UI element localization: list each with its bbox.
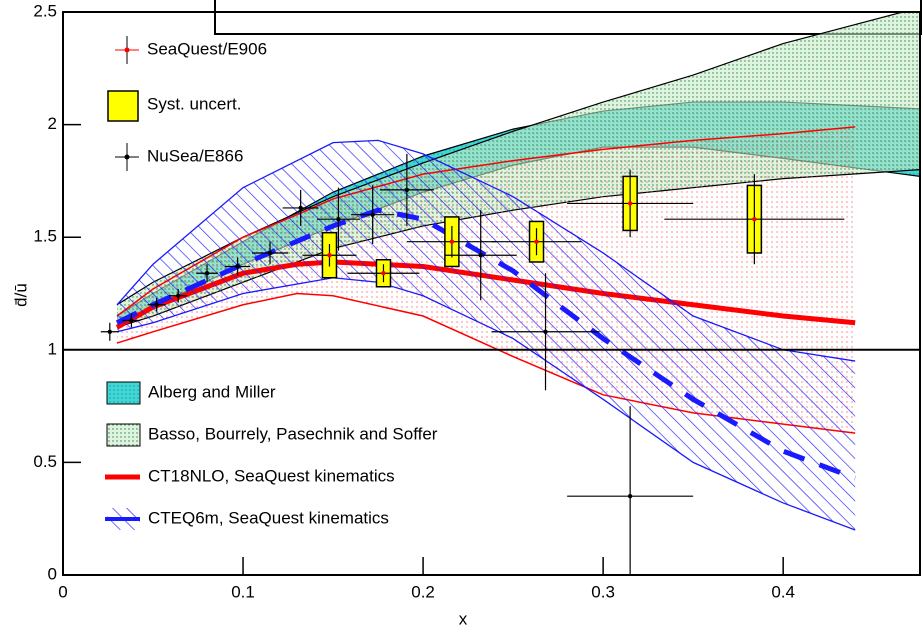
data-point bbox=[267, 250, 273, 256]
data-point bbox=[235, 264, 240, 269]
data-point bbox=[478, 253, 483, 258]
legend-label: NuSea/E866 bbox=[147, 146, 243, 165]
legend-symbol bbox=[106, 423, 141, 447]
legend-label: SeaQuest/E906 bbox=[147, 39, 267, 58]
data-point bbox=[534, 239, 539, 244]
data-point bbox=[404, 187, 410, 193]
data-point bbox=[449, 239, 455, 244]
legend-label: Basso, Bourrely, Pasechnik and Soffer bbox=[148, 424, 438, 443]
plot-area bbox=[100, 12, 920, 575]
y-tick-label: 1.5 bbox=[33, 227, 57, 246]
data-point bbox=[107, 329, 113, 334]
data-point bbox=[627, 201, 633, 206]
x-tick-label: 0.2 bbox=[411, 582, 435, 601]
legend-label: Alberg and Miller bbox=[148, 382, 276, 401]
plot-frame bbox=[62, 11, 921, 576]
x-axis-label: x bbox=[459, 609, 468, 628]
x-tick-label: 0.4 bbox=[771, 582, 795, 601]
legend-symbol bbox=[106, 381, 141, 405]
data-point bbox=[176, 293, 181, 298]
axes bbox=[62, 11, 921, 576]
legend-label: CT18NLO, SeaQuest kinematics bbox=[148, 466, 395, 485]
data-point bbox=[627, 493, 633, 499]
y-tick-label: 2 bbox=[48, 114, 57, 133]
data-point bbox=[204, 271, 210, 276]
data-point bbox=[752, 216, 757, 222]
band-upper-edge bbox=[116, 139, 856, 362]
legend-label: Syst. uncert. bbox=[147, 94, 241, 113]
title-box bbox=[214, 0, 922, 35]
y-axis-label: d̄/ū bbox=[11, 283, 30, 307]
data-point bbox=[336, 216, 341, 222]
x-tick-label: 0 bbox=[58, 582, 67, 601]
x-tick-label: 0.1 bbox=[231, 582, 255, 601]
central-line bbox=[115, 207, 857, 481]
x-tick-label: 0.3 bbox=[591, 582, 615, 601]
legend-symbol bbox=[124, 47, 130, 53]
legend-label: CTEQ6m, SeaQuest kinematics bbox=[148, 508, 389, 527]
legend-symbol bbox=[124, 154, 130, 160]
data-point bbox=[298, 205, 303, 211]
data-point bbox=[154, 302, 159, 307]
y-tick-label: 1 bbox=[48, 339, 57, 358]
band-lower-edge bbox=[116, 277, 856, 531]
data-point bbox=[381, 271, 386, 276]
data-point bbox=[129, 318, 134, 323]
data-point bbox=[327, 253, 332, 258]
data-point bbox=[370, 212, 375, 217]
y-tick-label: 0 bbox=[48, 564, 57, 583]
legend-symbol bbox=[107, 90, 139, 122]
y-tick-label: 0.5 bbox=[33, 452, 57, 471]
y-tick-label: 2.5 bbox=[33, 1, 57, 20]
data-point bbox=[543, 329, 548, 334]
